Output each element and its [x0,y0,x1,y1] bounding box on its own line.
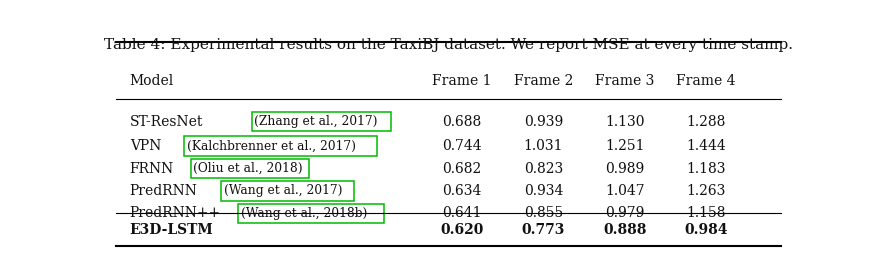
Text: 1.183: 1.183 [686,161,726,175]
Text: (Kalchbrenner et al., 2017): (Kalchbrenner et al., 2017) [186,140,355,153]
Text: Table 4: Experimental results on the TaxiBJ dataset. We report MSE at every time: Table 4: Experimental results on the Tax… [104,38,793,52]
Text: 1.158: 1.158 [686,206,726,220]
Text: Frame 3: Frame 3 [595,74,654,88]
Text: 0.744: 0.744 [442,139,482,153]
Text: 0.989: 0.989 [606,161,644,175]
Text: 0.855: 0.855 [524,206,563,220]
Text: Frame 2: Frame 2 [514,74,573,88]
Text: 0.979: 0.979 [606,206,644,220]
Text: 1.251: 1.251 [605,139,645,153]
Text: 0.688: 0.688 [443,114,481,129]
Text: Frame 4: Frame 4 [676,74,736,88]
Text: 1.263: 1.263 [687,184,726,198]
Text: (Oliu et al., 2018): (Oliu et al., 2018) [193,162,303,175]
Text: (Zhang et al., 2017): (Zhang et al., 2017) [255,115,378,128]
Text: 0.984: 0.984 [684,223,728,237]
Text: Frame 1: Frame 1 [432,74,492,88]
Text: VPN: VPN [130,139,161,153]
Text: 0.939: 0.939 [524,114,563,129]
Text: PredRNN: PredRNN [130,184,198,198]
Text: PredRNN++: PredRNN++ [130,206,220,220]
Text: (Wang et al., 2018b): (Wang et al., 2018b) [241,207,368,220]
Text: 0.773: 0.773 [522,223,565,237]
Text: 0.634: 0.634 [443,184,481,198]
Text: 1.031: 1.031 [523,139,564,153]
Text: 0.620: 0.620 [440,223,484,237]
Text: 0.823: 0.823 [524,161,563,175]
Text: Model: Model [130,74,174,88]
Text: 1.130: 1.130 [605,114,645,129]
Text: FRNN: FRNN [130,161,174,175]
Text: 0.641: 0.641 [442,206,482,220]
Text: (Wang et al., 2017): (Wang et al., 2017) [224,184,342,197]
Text: 1.047: 1.047 [605,184,645,198]
Text: ST-ResNet: ST-ResNet [130,114,203,129]
Text: 1.288: 1.288 [687,114,726,129]
Text: E3D-LSTM: E3D-LSTM [130,223,214,237]
Text: 0.934: 0.934 [523,184,564,198]
Text: 0.682: 0.682 [443,161,481,175]
Text: 0.888: 0.888 [603,223,647,237]
Text: 1.444: 1.444 [686,139,726,153]
